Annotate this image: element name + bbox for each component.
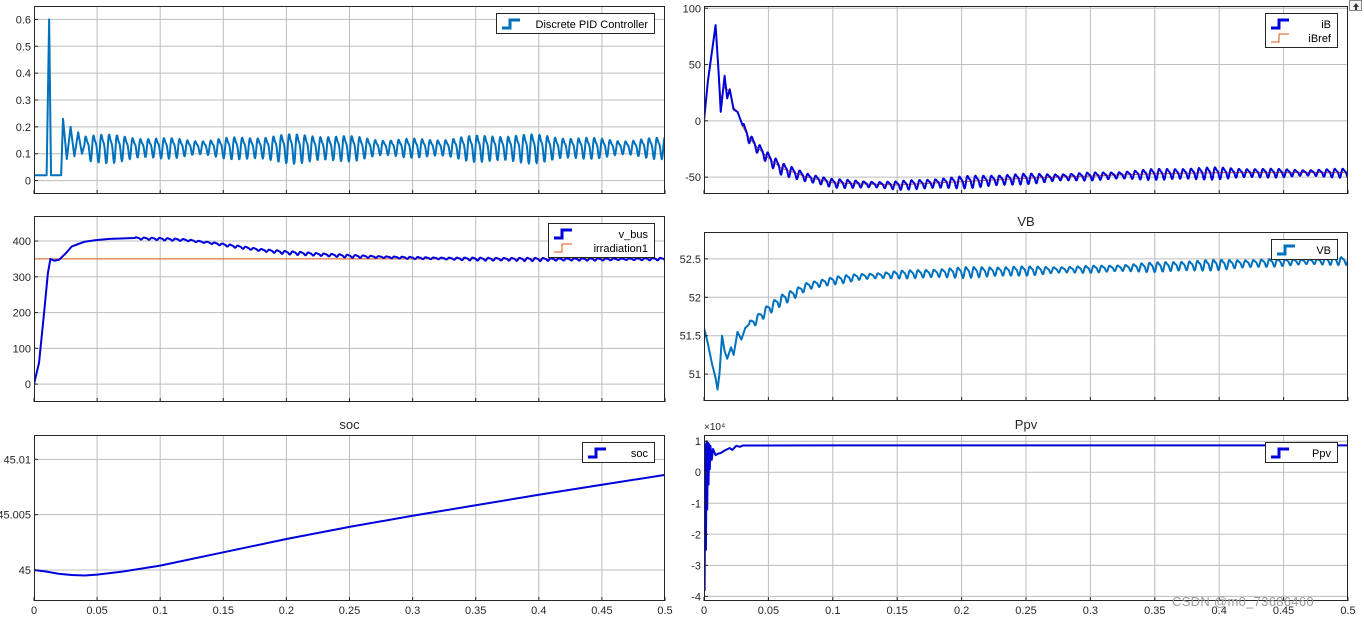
y-tick-label: 200	[13, 308, 31, 320]
x-tick-label: 0.5	[657, 605, 672, 617]
chart-pid: 0 0.1 0.2 0.3 0.4 0.5 0.6 Discrete PID Controll…	[16, 6, 666, 194]
chart-title: VB	[1017, 214, 1034, 229]
y-tick-label: 300	[13, 272, 31, 284]
legend-box	[496, 13, 655, 34]
y-tick-label: 400	[13, 236, 31, 248]
y-tick-label: 100	[683, 3, 701, 15]
y-tick-label: 45	[19, 565, 31, 577]
x-tick-label: 0	[31, 605, 37, 617]
legend-label: Ppv	[1312, 448, 1331, 460]
legend-label: soc	[631, 448, 649, 460]
y-tick-label: 0.5	[16, 41, 31, 53]
y-tick-label: 45.005	[0, 510, 31, 522]
x-tick-label: 0.3	[1083, 605, 1098, 617]
legend-swatch	[502, 18, 520, 30]
series-line-ppv	[704, 440, 1348, 592]
y-tick-label: 52	[689, 292, 701, 304]
legend-label: VB	[1316, 245, 1331, 257]
legend[interactable]: soc	[582, 442, 655, 463]
y-tick-label: 51	[689, 369, 701, 381]
y-tick-label: 52.5	[680, 254, 701, 266]
legend-swatch	[588, 447, 606, 459]
y-tick-label: 0.3	[16, 95, 31, 107]
y-tick-label: 0	[695, 467, 701, 479]
y-tick-label: 51.5	[680, 331, 701, 343]
y-tick-label: 0	[25, 176, 31, 188]
undock-icon[interactable]	[1349, 0, 1362, 11]
exponent-label: ×10⁴	[704, 422, 725, 433]
legend[interactable]: iB iBref	[1265, 13, 1338, 48]
x-tick-label: 0.35	[1144, 605, 1165, 617]
x-tick-label: 0.15	[213, 605, 234, 617]
y-tick-label: -50	[685, 172, 701, 184]
x-tick-label: 0.2	[954, 605, 969, 617]
legend[interactable]: v_bus irradiation1	[548, 223, 655, 258]
y-tick-label: 0.4	[16, 68, 31, 80]
x-tick-label: 0.05	[758, 605, 779, 617]
legend-swatch	[1271, 33, 1289, 43]
series-line-soc	[34, 473, 665, 577]
legend-swatch	[554, 243, 572, 253]
chart-title: soc	[339, 417, 360, 432]
y-tick-label: -1	[691, 498, 701, 510]
chart-vb: 51 51.5 52 52.5 VB VB	[680, 214, 1349, 401]
x-tick-label: 0.4	[531, 605, 546, 617]
y-tick-label: 0	[695, 116, 701, 128]
y-tick-label: 100	[13, 343, 31, 355]
y-tick-label: 1	[695, 436, 701, 448]
legend-label: irradiation1	[594, 243, 648, 255]
x-tick-label: 0.35	[465, 605, 486, 617]
legend-label: v_bus	[619, 229, 649, 241]
legend-swatch	[1271, 18, 1289, 30]
x-tick-label: 0.4	[1212, 605, 1227, 617]
x-tick-label: 0.45	[591, 605, 612, 617]
x-tick-label: 0.5	[1340, 605, 1355, 617]
legend-label: iB	[1321, 19, 1331, 31]
y-tick-label: 45.01	[3, 454, 31, 466]
legend-swatch	[554, 228, 572, 240]
legend-label: Discrete PID Controller	[536, 19, 649, 31]
x-tick-label: 0.1	[825, 605, 840, 617]
y-tick-label: 0.1	[16, 149, 31, 161]
x-tick-label: 0	[701, 605, 707, 617]
chart-soc: 45 45.005 45.01 0 0.05 0.1 0.15 0.2 0.25 0.3 0.35 0…	[0, 417, 673, 617]
chart-ppv: -4 -3 -2 -1 0 1 0 0.05 0.1 0.15 0.2 0.25 0.3 0.35 0.4 0…	[691, 417, 1355, 617]
y-tick-label: 50	[689, 60, 701, 72]
series-line-discrete-pid-controller	[34, 18, 665, 177]
series-line-ib	[704, 24, 1348, 191]
y-tick-label: 0.2	[16, 122, 31, 134]
x-tick-label: 0.25	[339, 605, 360, 617]
y-tick-label: -4	[691, 591, 701, 603]
legend-swatch	[1271, 447, 1289, 459]
x-tick-label: 0.05	[86, 605, 107, 617]
series-line-v-bus	[34, 236, 665, 385]
chart-vbus: 0 100 200 300 400 v_bus irradiation1	[13, 216, 666, 402]
x-tick-label: 0.25	[1015, 605, 1036, 617]
x-tick-label: 0.1	[153, 605, 168, 617]
legend-label: iBref	[1308, 33, 1332, 45]
y-tick-label: -2	[691, 529, 701, 541]
legend[interactable]: Ppv	[1265, 442, 1338, 463]
y-tick-label: 0	[25, 379, 31, 391]
x-tick-label: 0.45	[1273, 605, 1294, 617]
legend[interactable]: Discrete PID Controller	[496, 13, 655, 34]
chart-title: Ppv	[1015, 417, 1038, 432]
y-tick-label: 0.6	[16, 14, 31, 26]
watermark: CSDN @m0_73686460	[1172, 594, 1314, 609]
y-tick-label: -3	[691, 560, 701, 572]
chart-ib: -50 0 50 100 iB iBref	[683, 3, 1349, 194]
x-tick-label: 0.15	[886, 605, 907, 617]
x-tick-label: 0.3	[405, 605, 420, 617]
series-line-vb	[704, 256, 1348, 391]
legend-swatch	[1277, 244, 1295, 256]
x-tick-label: 0.2	[279, 605, 294, 617]
legend[interactable]: VB	[1271, 239, 1338, 260]
